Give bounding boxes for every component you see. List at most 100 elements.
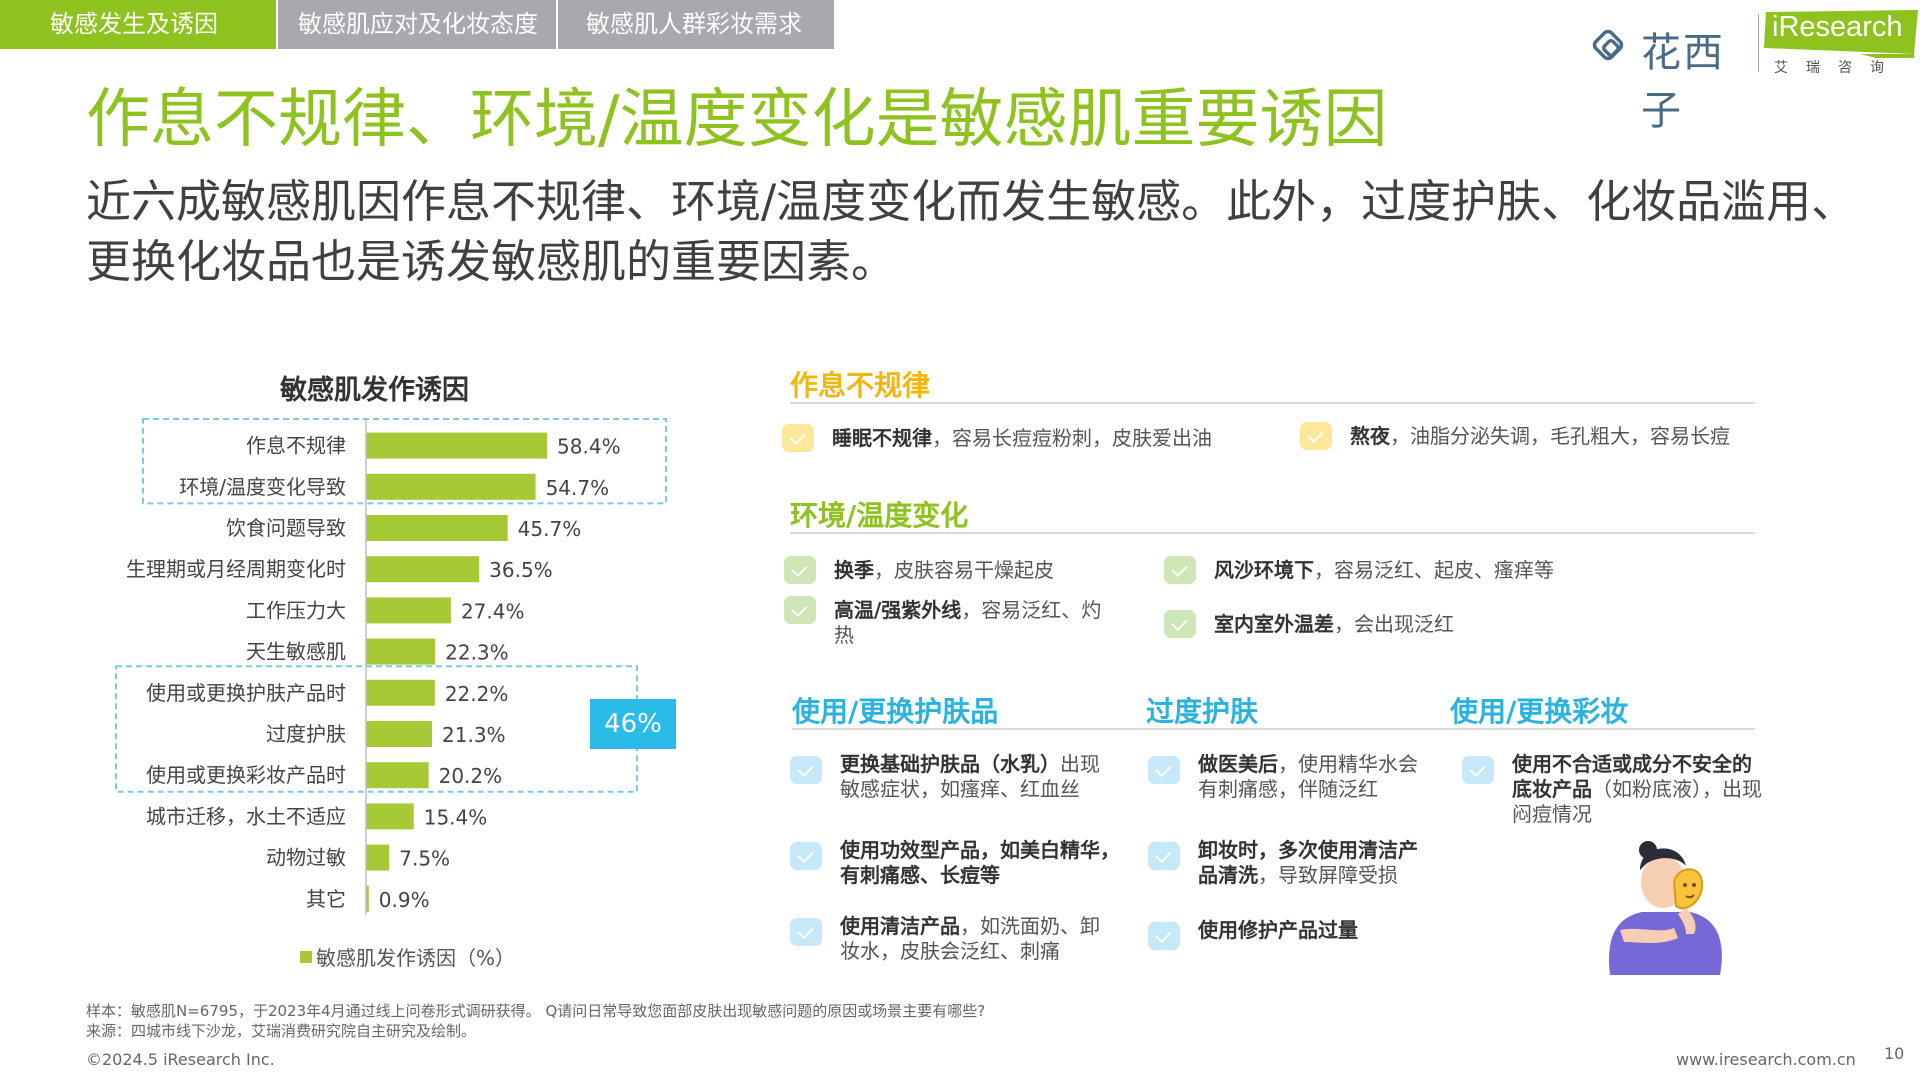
bar-6 xyxy=(366,638,436,665)
environment-item-3-text: 风沙环境下，容易泛红、起皮、瘙痒等 xyxy=(1214,558,1554,582)
chart-legend: 敏感肌发作诱因（%） xyxy=(300,942,515,971)
tab-bar: 敏感发生及诱因 敏感肌应对及化妆态度 敏感肌人群彩妆需求 xyxy=(0,0,834,49)
section-title-makeup: 使用/更换彩妆 xyxy=(1450,695,1629,728)
huaxizi-logo: 花西子 xyxy=(1585,16,1753,134)
value-label-7: 22.2% xyxy=(445,682,509,706)
environment-item-4: 室内室外温差，会出现泛红 xyxy=(1164,610,1584,638)
check-icon xyxy=(790,842,822,870)
overcare-item-2-text: 卸妆时，多次使用清洁产品清洗，导致屏障受损 xyxy=(1198,838,1418,887)
environment-item-4-text: 室内室外温差，会出现泛红 xyxy=(1214,612,1454,636)
bar-11 xyxy=(366,844,390,871)
overcare-item-1: 做医美后，使用精华水会有刺痛感，伴随泛红 xyxy=(1148,752,1428,802)
environment-item-1: 换季，皮肤容易干燥起皮 xyxy=(784,556,1114,584)
value-label-9: 20.2% xyxy=(439,764,503,788)
skincare-item-3: 使用清洁产品，如洗面奶、卸妆水，皮肤会泛红、刺痛 xyxy=(790,914,1110,964)
bar-8 xyxy=(366,721,433,747)
value-label-8: 21.3% xyxy=(442,723,506,747)
value-label-2: 54.7% xyxy=(546,476,610,500)
iresearch-logo-text: iResearch xyxy=(1772,11,1903,43)
check-icon xyxy=(1300,422,1332,450)
skincare-item-3-text: 使用清洁产品，如洗面奶、卸妆水，皮肤会泛红、刺痛 xyxy=(840,914,1100,963)
bar-3 xyxy=(366,515,508,541)
routine-item-2-text: 熬夜，油脂分泌失调，毛孔粗大，容易长痘 xyxy=(1350,424,1730,448)
value-label-12: 0.9% xyxy=(379,888,430,912)
category-label-2: 环境/温度变化导致 xyxy=(179,475,346,499)
environment-item-1-text: 换季，皮肤容易干燥起皮 xyxy=(834,558,1054,582)
bar-7 xyxy=(366,679,435,706)
value-label-6: 22.3% xyxy=(445,641,509,665)
tab-sensitivity-causes[interactable]: 敏感发生及诱因 xyxy=(0,0,276,49)
skincare-item-1: 更换基础护肤品（水乳）出现敏感症状，如瘙痒、红血丝 xyxy=(790,752,1110,802)
routine-item-1: 睡眠不规律，容易长痘痘粉刺，皮肤爱出油 xyxy=(782,424,1242,452)
skincare-item-2-text: 使用功效型产品，如美白精华，有刺痛感、长痘等 xyxy=(840,838,1120,887)
person-with-mask-illustration xyxy=(1609,841,1722,975)
routine-item-2: 熬夜，油脂分泌失调，毛孔粗大，容易长痘 xyxy=(1300,422,1760,450)
chart-title: 敏感肌发作诱因 xyxy=(280,375,469,406)
makeup-item-1-text: 使用不合适或成分不安全的底妆产品（如粉底液），出现闷痘情况 xyxy=(1512,752,1762,826)
section-divider-products xyxy=(792,728,1755,730)
bar-5 xyxy=(366,597,451,624)
environment-item-2-text: 高温/强紫外线，容易泛红、灼热 xyxy=(834,598,1102,647)
check-icon xyxy=(784,596,816,624)
category-label-4: 生理期或月经周期变化时 xyxy=(126,557,346,581)
value-label-4: 36.5% xyxy=(489,558,553,582)
category-label-1: 作息不规律 xyxy=(246,434,346,458)
section-divider-environment xyxy=(790,532,1755,534)
legend-swatch xyxy=(300,950,312,963)
copyright: ©2024.5 iResearch Inc. xyxy=(86,1050,275,1069)
bar-9 xyxy=(366,762,429,789)
category-label-6: 天生敏感肌 xyxy=(246,640,346,664)
bar-10 xyxy=(366,803,414,830)
section-title-routine: 作息不规律 xyxy=(790,369,931,402)
check-icon xyxy=(1462,756,1494,784)
category-label-11: 动物过敏 xyxy=(266,846,346,870)
skincare-item-1-text: 更换基础护肤品（水乳）出现敏感症状，如瘙痒、红血丝 xyxy=(840,752,1100,801)
page-title: 作息不规律、环境/温度变化是敏感肌重要诱因 xyxy=(86,83,1388,157)
makeup-item-1: 使用不合适或成分不安全的底妆产品（如粉底液），出现闷痘情况 xyxy=(1462,752,1762,827)
huaxizi-mark-icon xyxy=(1592,29,1624,61)
iresearch-logo-shape-icon xyxy=(1764,10,1918,58)
category-label-12: 其它 xyxy=(306,887,346,911)
bar-1 xyxy=(366,432,548,459)
value-label-1: 58.4% xyxy=(557,435,621,459)
overcare-item-3: 使用修护产品过量 xyxy=(1148,918,1428,950)
iresearch-logo: iResearch 艾瑞咨询 xyxy=(1764,8,1920,78)
value-label-5: 27.4% xyxy=(461,599,525,623)
iresearch-logo-subtext: 艾瑞咨询 xyxy=(1774,60,1902,76)
highlight-box-1 xyxy=(142,418,667,505)
section-divider-routine xyxy=(790,402,1755,404)
bar-12 xyxy=(366,885,369,912)
section-title-environment: 环境/温度变化 xyxy=(790,499,969,532)
overcare-item-2: 卸妆时，多次使用清洁产品清洗，导致屏障受损 xyxy=(1148,838,1428,888)
highlight-callout: 46% xyxy=(590,699,676,749)
section-title-overcare: 过度护肤 xyxy=(1146,695,1259,728)
category-label-10: 城市迁移，水土不适应 xyxy=(146,804,346,828)
category-label-3: 饮食问题导致 xyxy=(226,516,346,540)
check-icon xyxy=(784,556,816,584)
footnote-sample: 样本：敏感肌N=6795，于2023年4月通过线上问卷形式调研获得。 Q请问日常… xyxy=(86,1002,986,1020)
page-number: 10 xyxy=(1884,1044,1905,1063)
environment-item-2: 高温/强紫外线，容易泛红、灼热 xyxy=(784,596,1114,648)
category-label-8: 过度护肤 xyxy=(266,722,346,746)
huaxizi-logo-text: 花西子 xyxy=(1641,30,1725,134)
environment-item-3: 风沙环境下，容易泛红、起皮、瘙痒等 xyxy=(1164,556,1584,584)
routine-item-1-text: 睡眠不规律，容易长痘痘粉刺，皮肤爱出油 xyxy=(832,426,1212,450)
legend-label: 敏感肌发作诱因（%） xyxy=(316,946,516,970)
category-label-9: 使用或更换彩妆产品时 xyxy=(146,763,346,787)
website-link[interactable]: www.iresearch.com.cn xyxy=(1676,1050,1856,1069)
overcare-item-3-text: 使用修护产品过量 xyxy=(1198,918,1358,942)
overcare-item-1-text: 做医美后，使用精华水会有刺痛感，伴随泛红 xyxy=(1198,752,1418,801)
check-icon xyxy=(782,424,814,452)
page-subtitle: 近六成敏感肌因作息不规律、环境/温度变化而发生敏感。此外，过度护肤、化妆品滥用、… xyxy=(86,175,1857,288)
category-label-7: 使用或更换护肤产品时 xyxy=(146,681,346,705)
section-title-skincare: 使用/更换护肤品 xyxy=(792,695,999,728)
tab-coping-attitude[interactable]: 敏感肌应对及化妆态度 xyxy=(278,0,556,49)
category-label-5: 工作压力大 xyxy=(246,598,346,622)
bar-4 xyxy=(366,556,480,583)
check-icon xyxy=(1148,756,1180,784)
bar-chart: 作息不规律 58.4% 环境/温度变化导致 54.7% 饮食问题导致 45.7% 生理期或月… xyxy=(115,418,667,915)
check-icon xyxy=(1148,842,1180,870)
check-icon xyxy=(790,756,822,784)
value-label-3: 45.7% xyxy=(518,517,582,541)
tab-makeup-needs[interactable]: 敏感肌人群彩妆需求 xyxy=(558,0,834,49)
